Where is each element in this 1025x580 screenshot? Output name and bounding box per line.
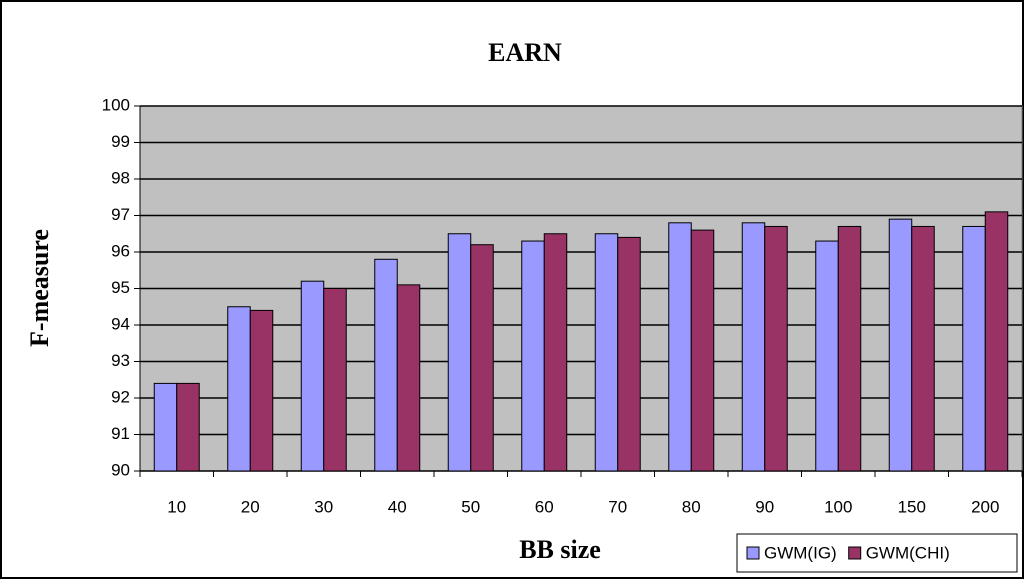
bar [374,258,398,472]
bar [543,233,568,472]
bar [668,222,692,472]
bar [396,284,421,472]
y-tick-label: 99 [111,132,130,151]
bar [764,225,788,472]
bar [837,225,862,472]
legend-swatch [746,546,760,560]
chart-title: EARN [488,38,562,67]
x-tick-label: 150 [898,497,926,516]
bar [962,225,986,472]
x-tick-label: 90 [755,497,774,516]
legend-swatch [848,546,862,560]
bar [153,382,178,472]
y-tick-label: 92 [111,387,130,406]
x-tick-label: 50 [461,497,480,516]
legend-label: GWM(CHI) [866,543,950,562]
bar [176,382,200,472]
x-tick-label: 80 [682,497,701,516]
bar [249,309,274,472]
x-tick-label: 60 [535,497,554,516]
y-tick-label: 96 [111,241,130,260]
y-tick-label: 97 [111,205,130,224]
x-tick-label: 20 [241,497,260,516]
x-axis-label: BB size [519,535,601,564]
y-tick-label: 90 [111,460,130,479]
legend-label: GWM(IG) [764,543,837,562]
bar [815,240,839,472]
x-tick-label: 70 [608,497,627,516]
bar [470,244,494,472]
bar [300,280,325,472]
y-tick-label: 93 [111,351,130,370]
y-tick-label: 95 [111,278,130,297]
bar [690,229,715,472]
bar [521,240,545,472]
bar [323,288,347,472]
y-tick-label: 94 [111,314,130,333]
x-tick-label: 100 [824,497,852,516]
bar [617,236,641,472]
x-tick-label: 10 [167,497,186,516]
y-tick-label: 98 [111,168,130,187]
bar [984,211,1009,472]
bar [227,306,251,472]
x-tick-label: 200 [971,497,999,516]
x-tick-label: 40 [388,497,407,516]
bar [594,233,619,472]
bar [741,222,766,472]
bar [911,225,935,472]
legend-box [736,533,1018,573]
y-tick-label: 91 [111,424,130,443]
y-tick-label: 100 [102,95,130,114]
x-tick-label: 30 [314,497,333,516]
bar [447,233,472,472]
y-axis-label: F-measure [25,229,54,347]
bar [888,218,913,472]
